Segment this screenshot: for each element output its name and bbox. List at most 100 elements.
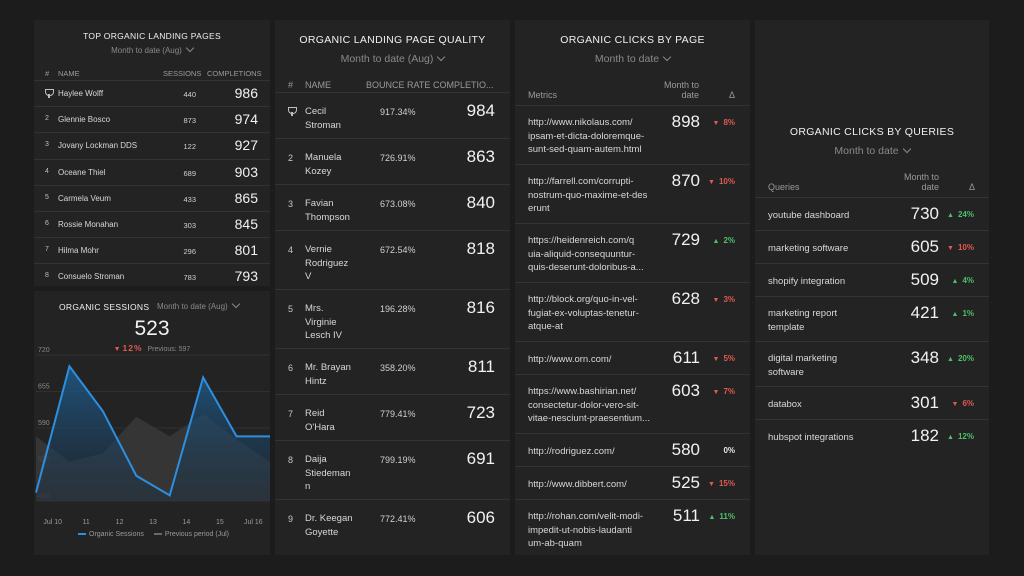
list-item[interactable]: http://rohan.com/velit-modi-impedit-ut-n… xyxy=(515,499,750,555)
table-row[interactable]: 9 Dr. Keegan Goyette 772.41% 606 xyxy=(275,499,510,545)
table-row[interactable]: 2 Manuela Kozey 726.91% 863 xyxy=(275,138,510,184)
item-label-line: marketing software xyxy=(768,243,849,254)
col-header-metrics[interactable]: Metrics xyxy=(528,90,557,100)
item-label[interactable]: http://rodriguez.com/ xyxy=(528,445,656,459)
item-label[interactable]: http://rohan.com/velit-modi-impedit-ut-n… xyxy=(528,510,656,551)
table-row[interactable]: Haylee Wolff 440 986 xyxy=(34,80,270,106)
list-item[interactable]: http://www.nikolaus.com/ipsam-et-dicta-d… xyxy=(515,105,750,164)
row-name[interactable]: Haylee Wolff xyxy=(58,89,104,98)
list-item[interactable]: https://www.bashirian.net/consectetur-do… xyxy=(515,374,750,433)
row-name[interactable]: Favian Thompson xyxy=(305,197,350,224)
date-range-dropdown[interactable]: Month to date (Aug) xyxy=(34,43,270,55)
row-name-line: O'Hara xyxy=(305,421,335,433)
list-item[interactable]: hubspot integrations 182 ▲ 12% xyxy=(755,419,989,452)
col-header-completions[interactable]: COMPLETIONS xyxy=(207,69,262,78)
col-header-delta[interactable]: Δ xyxy=(969,182,976,192)
row-name[interactable]: Glennie Bosco xyxy=(58,115,111,125)
row-bounce-rate: 772.41% xyxy=(380,514,416,524)
x-tick-label: Jul 16 xyxy=(244,519,263,526)
row-name[interactable]: Cecil Stroman xyxy=(305,105,341,132)
table-row[interactable]: 6 Rossie Monahan 303 845 xyxy=(34,211,270,237)
row-name[interactable]: Oceane Thiel xyxy=(58,167,106,177)
table-row[interactable]: 5 Mrs. Virginie Lesch IV 196.28% 816 xyxy=(275,289,510,348)
row-name[interactable]: Hilma Mohr xyxy=(58,246,99,256)
item-label[interactable]: https://www.bashirian.net/consectetur-do… xyxy=(528,385,656,426)
table-row[interactable]: Cecil Stroman 917.34% 984 xyxy=(275,92,510,138)
item-label[interactable]: http://block.org/quo-in-vel-fugiat-ex-vo… xyxy=(528,293,656,334)
date-range-dropdown[interactable]: Month to date xyxy=(515,52,750,65)
list-item[interactable]: http://farrell.com/corrupti-nostrum-quo-… xyxy=(515,164,750,223)
item-label[interactable]: hubspot integrations xyxy=(768,431,896,445)
table-row[interactable]: 7 Hilma Mohr 296 801 xyxy=(34,237,270,263)
item-label[interactable]: marketing report template xyxy=(768,307,896,334)
list-item[interactable]: marketing software 605 ▼ 10% xyxy=(755,230,989,263)
item-value: 580 xyxy=(671,440,700,459)
date-range-dropdown[interactable]: Month to date (Aug) xyxy=(157,299,240,311)
sessions-value: 523 xyxy=(134,317,170,340)
row-name[interactable]: Mr. Brayan Hintz xyxy=(305,361,351,388)
list-item[interactable]: youtube dashboard 730 ▲ 24% xyxy=(755,197,989,230)
table-row[interactable]: 3 Jovany Lockman DDS 122 927 xyxy=(34,132,270,158)
row-name[interactable]: Dr. Keegan Goyette xyxy=(305,512,353,539)
col-header-bounce-rate[interactable]: BOUNCE RATE xyxy=(366,80,431,90)
list-item[interactable]: https://heidenreich.com/q uia-aliquid-con… xyxy=(515,223,750,282)
table-row[interactable]: 6 Mr. Brayan Hintz 358.20% 811 xyxy=(275,348,510,394)
col-header-sessions[interactable]: SESSIONS xyxy=(163,69,202,78)
row-name[interactable]: Mrs. Virginie Lesch IV xyxy=(305,302,342,343)
col-header-queries[interactable]: Queries xyxy=(768,182,800,192)
col-header-name[interactable]: NAME xyxy=(58,69,80,78)
item-label[interactable]: http://www.orn.com/ xyxy=(528,353,656,367)
row-name[interactable]: Jovany Lockman DDS xyxy=(58,141,138,151)
item-label[interactable]: shopify integration xyxy=(768,275,896,289)
row-name-line: n xyxy=(305,481,311,492)
item-label[interactable]: http://www.dibbert.com/ xyxy=(528,478,656,492)
table-row[interactable]: 7 Reid O'Hara 779.41% 723 xyxy=(275,394,510,440)
row-name[interactable]: Consuelo Stroman xyxy=(58,272,125,282)
item-label[interactable]: https://heidenreich.com/q uia-aliquid-con… xyxy=(528,234,656,275)
list-item[interactable]: http://rodriguez.com/580 0% xyxy=(515,433,750,466)
row-name[interactable]: Rossie Monahan xyxy=(58,220,119,229)
list-item[interactable]: http://www.dibbert.com/525 ▼ 15% xyxy=(515,466,750,499)
item-label[interactable]: http://www.nikolaus.com/ipsam-et-dicta-d… xyxy=(528,116,656,157)
col-header-delta[interactable]: Δ xyxy=(729,90,736,100)
col-header-month-to-date[interactable]: Month to date xyxy=(903,172,939,192)
table-row[interactable]: 8 Daija Stiedeman n 799.19% 691 xyxy=(275,440,510,499)
row-name[interactable]: Carmela Veum xyxy=(58,193,111,203)
list-item[interactable]: http://block.org/quo-in-vel-fugiat-ex-vo… xyxy=(515,282,750,341)
table-row[interactable]: 4 Oceane Thiel 689 903 xyxy=(34,158,270,185)
item-label-line: nostrum-quo-maxime-et-des xyxy=(528,189,648,201)
list-item[interactable]: marketing report template 421 ▲ 1% xyxy=(755,296,989,341)
row-name[interactable]: Daija Stiedeman n xyxy=(305,453,350,494)
col-header-month-to-date[interactable]: Month to date xyxy=(663,80,699,100)
panel-title: TOP ORGANIC LANDING PAGES xyxy=(83,31,221,41)
row-name[interactable]: Manuela Kozey xyxy=(305,151,341,178)
date-range-dropdown[interactable]: Month to date (Aug) xyxy=(275,52,510,65)
list-item[interactable]: shopify integration 509 ▲ 4% xyxy=(755,263,989,296)
item-label[interactable]: marketing software xyxy=(768,242,896,256)
col-header-name[interactable]: NAME xyxy=(305,80,332,90)
chevron-down-icon xyxy=(437,52,446,62)
row-name[interactable]: Reid O'Hara xyxy=(305,407,335,434)
table-row[interactable]: 8 Consuelo Stroman 783 793 xyxy=(34,263,270,286)
list-item[interactable]: databox 301 ▼ 6% xyxy=(755,386,989,419)
item-label[interactable]: youtube dashboard xyxy=(768,209,896,223)
table-row[interactable]: 4 Vernie Rodriguez V 672.54% 818 xyxy=(275,230,510,289)
item-label[interactable]: databox xyxy=(768,398,896,412)
list-item[interactable]: digital marketing software 348 ▲ 20% xyxy=(755,341,989,386)
table-row[interactable]: 5 Carmela Veum 433 865 xyxy=(34,184,270,211)
organic-sessions-line xyxy=(35,363,270,497)
date-range-dropdown[interactable]: Month to date xyxy=(755,144,989,157)
row-name[interactable]: Vernie Rodriguez V xyxy=(305,243,348,284)
row-rank: 7 xyxy=(45,246,49,254)
table-row[interactable]: 2 Glennie Bosco 873 974 xyxy=(34,106,270,132)
item-label[interactable]: digital marketing software xyxy=(768,352,896,379)
col-header-completions[interactable]: COMPLETIO... xyxy=(433,80,494,90)
item-delta-value: 4% xyxy=(962,276,974,285)
up-arrow-icon: ▲ xyxy=(947,434,954,441)
item-delta-value: 20% xyxy=(957,354,974,363)
table-row[interactable]: 3 Favian Thompson 673.08% 840 xyxy=(275,184,510,230)
item-label[interactable]: http://farrell.com/corrupti-nostrum-quo-… xyxy=(528,175,656,216)
item-delta: ▲ 4% xyxy=(952,276,975,285)
list-item[interactable]: http://www.orn.com/611 ▼ 5% xyxy=(515,341,750,374)
item-label-line: uia-aliquid-consequuntur- xyxy=(528,248,636,260)
